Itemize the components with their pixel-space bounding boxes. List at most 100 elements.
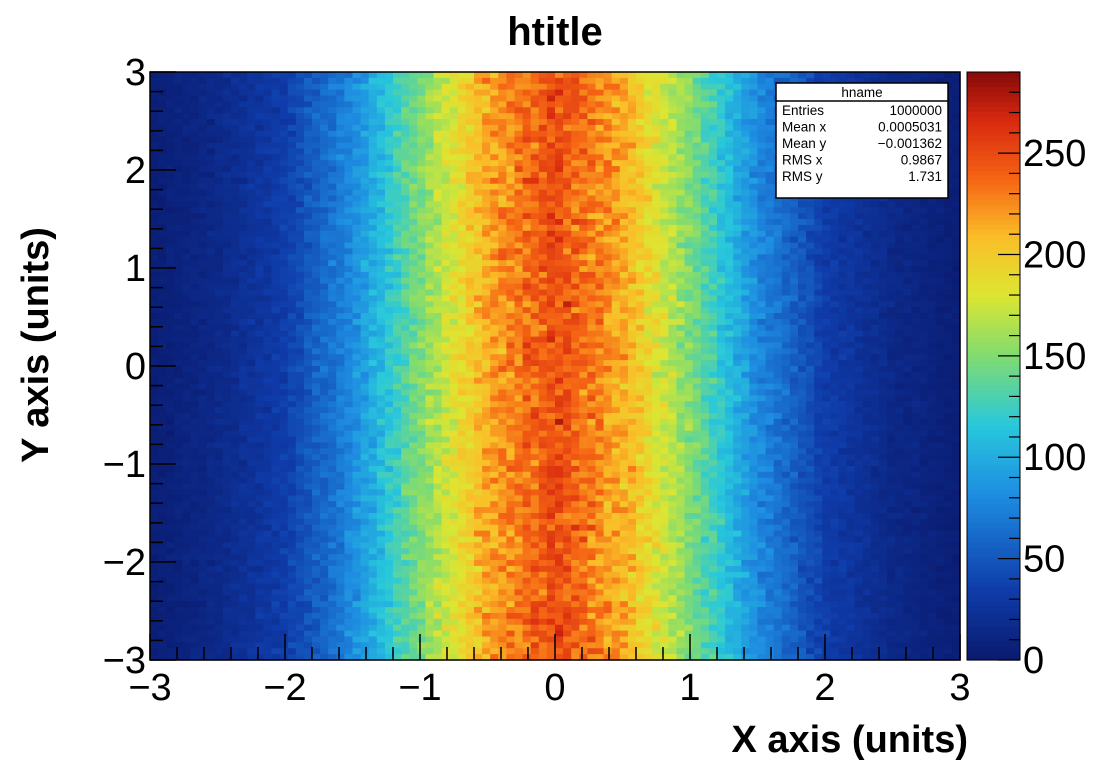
heatmap-cell	[530, 448, 540, 455]
heatmap-cell	[465, 101, 475, 108]
heatmap-cell	[465, 130, 475, 138]
heatmap-cell	[279, 560, 289, 567]
heatmap-cell	[174, 171, 183, 179]
heatmap-cell	[271, 489, 281, 496]
heatmap-cell	[279, 483, 289, 491]
heatmap-cell	[150, 371, 159, 379]
heatmap-cell	[425, 307, 435, 314]
heatmap-cell	[239, 213, 248, 220]
heatmap-cell	[344, 318, 354, 326]
heatmap-cell	[214, 389, 224, 396]
heatmap-cell	[417, 207, 426, 214]
heatmap-cell	[263, 101, 273, 108]
heatmap-cell	[222, 242, 232, 249]
heatmap-cell	[312, 113, 321, 120]
heatmap-cell	[312, 189, 321, 197]
heatmap-cell	[344, 236, 354, 244]
heatmap-cell	[498, 489, 507, 496]
heatmap-cell	[498, 618, 507, 626]
heatmap-cell	[214, 230, 224, 238]
heatmap-cell	[506, 277, 516, 285]
heatmap-cell	[546, 295, 556, 302]
heatmap-cell	[417, 642, 426, 649]
heatmap-cell	[255, 119, 264, 126]
heatmap-cell	[457, 565, 467, 573]
heatmap-cell	[393, 160, 402, 167]
heatmap-cell	[538, 389, 548, 396]
heatmap-cell	[498, 513, 507, 520]
heatmap-cell	[150, 195, 159, 202]
heatmap-cell	[198, 654, 208, 661]
heatmap-cell	[263, 171, 273, 179]
heatmap-cell	[182, 77, 192, 85]
heatmap-cell	[449, 283, 459, 291]
heatmap-cell	[312, 477, 321, 485]
heatmap-cell	[441, 183, 451, 191]
heatmap-cell	[166, 207, 175, 214]
heatmap-cell	[287, 565, 297, 573]
heatmap-cell	[490, 160, 499, 167]
heatmap-cell	[344, 95, 354, 102]
heatmap-cell	[546, 471, 556, 479]
heatmap-cell	[198, 160, 208, 167]
heatmap-cell	[295, 383, 305, 391]
heatmap-cell	[401, 354, 410, 361]
heatmap-cell	[214, 607, 224, 614]
heatmap-cell	[393, 436, 402, 444]
heatmap-cell	[214, 224, 224, 232]
heatmap-cell	[498, 612, 507, 620]
heatmap-cell	[328, 518, 337, 526]
heatmap-cell	[263, 395, 273, 402]
heatmap-cell	[279, 224, 289, 232]
heatmap-cell	[303, 542, 313, 549]
heatmap-cell	[158, 424, 167, 432]
heatmap-cell	[449, 607, 459, 614]
heatmap-cell	[538, 324, 548, 332]
heatmap-cell	[150, 289, 159, 297]
heatmap-cell	[482, 154, 491, 161]
heatmap-cell	[271, 601, 281, 608]
heatmap-cell	[433, 95, 443, 102]
heatmap-cell	[490, 230, 499, 238]
heatmap-cell	[279, 119, 289, 126]
heatmap-cell	[474, 536, 483, 543]
heatmap-cell	[498, 377, 507, 385]
heatmap-cell	[465, 536, 475, 543]
heatmap-cell	[166, 595, 175, 602]
heatmap-cell	[344, 348, 354, 355]
heatmap-cell	[174, 560, 183, 567]
heatmap-cell	[190, 648, 200, 655]
heatmap-cell	[498, 183, 507, 191]
heatmap-cell	[425, 283, 435, 291]
heatmap-cell	[247, 89, 256, 97]
heatmap-cell	[506, 313, 516, 320]
heatmap-cell	[498, 89, 507, 97]
heatmap-cell	[352, 166, 362, 173]
heatmap-cell	[166, 371, 175, 379]
heatmap-cell	[182, 477, 192, 485]
heatmap-cell	[328, 89, 337, 97]
heatmap-cell	[425, 124, 435, 132]
heatmap-cell	[530, 642, 540, 649]
heatmap-cell	[474, 489, 483, 496]
heatmap-cell	[271, 148, 281, 155]
heatmap-cell	[465, 413, 475, 420]
heatmap-cell	[279, 342, 289, 349]
heatmap-cell	[158, 548, 167, 555]
heatmap-cell	[530, 542, 540, 549]
heatmap-cell	[295, 330, 305, 338]
heatmap-cell	[457, 83, 467, 91]
heatmap-cell	[287, 201, 297, 208]
heatmap-cell	[344, 242, 354, 249]
heatmap-cell	[287, 266, 297, 273]
heatmap-cell	[482, 95, 491, 102]
heatmap-cell	[368, 601, 378, 608]
heatmap-cell	[255, 295, 264, 302]
heatmap-cell	[546, 336, 556, 344]
heatmap-cell	[279, 454, 289, 461]
heatmap-cell	[190, 271, 200, 279]
heatmap-cell	[279, 154, 289, 161]
heatmap-cell	[384, 307, 394, 314]
heatmap-cell	[368, 266, 378, 273]
heatmap-cell	[295, 124, 305, 132]
